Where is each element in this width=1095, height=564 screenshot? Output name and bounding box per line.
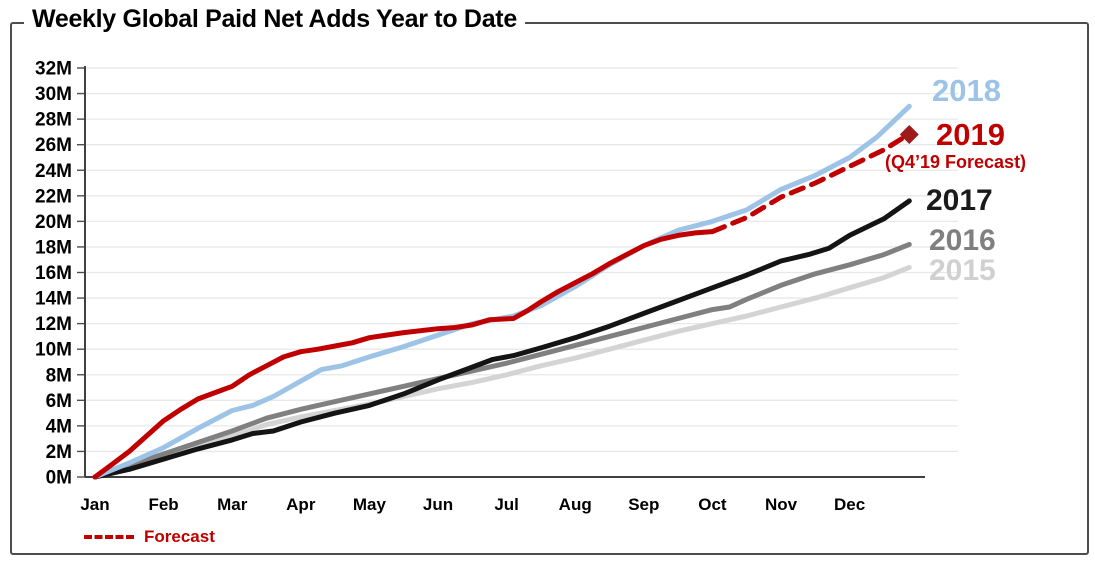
x-tick-label: Dec xyxy=(834,495,865,514)
x-tick-label: May xyxy=(353,495,387,514)
series-label-2017: 2017 xyxy=(926,184,993,217)
series-line-2015 xyxy=(92,264,912,480)
series-line-2018 xyxy=(92,103,912,480)
x-tick-label: Jul xyxy=(494,495,519,514)
y-tick-label: 18M xyxy=(35,237,72,258)
y-tick-label: 8M xyxy=(46,365,72,386)
series-line-2016 xyxy=(92,241,912,480)
forecast-diamond-marker xyxy=(899,124,919,144)
y-tick-label: 0M xyxy=(46,468,72,489)
chart-title: Weekly Global Paid Net Adds Year to Date xyxy=(24,5,525,34)
series-label-2019: 2019 xyxy=(936,117,1005,152)
y-tick-label: 28M xyxy=(35,110,72,131)
y-tick-label: 4M xyxy=(46,416,72,437)
x-tick-label: Oct xyxy=(698,495,727,514)
y-tick-label: 16M xyxy=(35,263,72,284)
y-tick-label: 2M xyxy=(46,442,72,463)
x-tick-label: Mar xyxy=(217,495,248,514)
series-label-2016: 2016 xyxy=(929,224,996,257)
x-tick-label: Feb xyxy=(148,495,178,514)
x-tick-label: Apr xyxy=(286,495,316,514)
y-tick-label: 10M xyxy=(35,340,72,361)
y-tick-label: 22M xyxy=(35,186,72,207)
series-label-q419-forecast: (Q4’19 Forecast) xyxy=(885,152,1027,172)
forecast-legend-label: Forecast xyxy=(144,527,215,546)
series-line-2017 xyxy=(92,198,912,480)
forecast-legend: Forecast xyxy=(84,527,215,547)
x-tick-label: Jun xyxy=(423,495,453,514)
y-tick-label: 20M xyxy=(35,212,72,233)
x-tick-label: Aug xyxy=(559,495,592,514)
x-tick-label: Sep xyxy=(628,495,659,514)
y-tick-label: 24M xyxy=(35,161,72,182)
y-tick-label: 26M xyxy=(35,135,72,156)
y-tick-label: 32M xyxy=(35,59,72,80)
series-label-2018: 2018 xyxy=(932,73,1001,108)
y-tick-label: 30M xyxy=(35,84,72,105)
x-tick-label: Jan xyxy=(80,495,109,514)
forecast-dashed-line-swatch xyxy=(84,535,134,539)
series-label-2015: 2015 xyxy=(929,254,996,287)
y-tick-label: 12M xyxy=(35,314,72,335)
y-tick-label: 6M xyxy=(46,391,72,412)
series-line-2019 xyxy=(92,229,715,480)
series-line-2019-forecast xyxy=(709,134,907,235)
chart-border-frame xyxy=(10,22,1089,555)
y-tick-label: 14M xyxy=(35,289,72,310)
x-tick-label: Nov xyxy=(765,495,798,514)
